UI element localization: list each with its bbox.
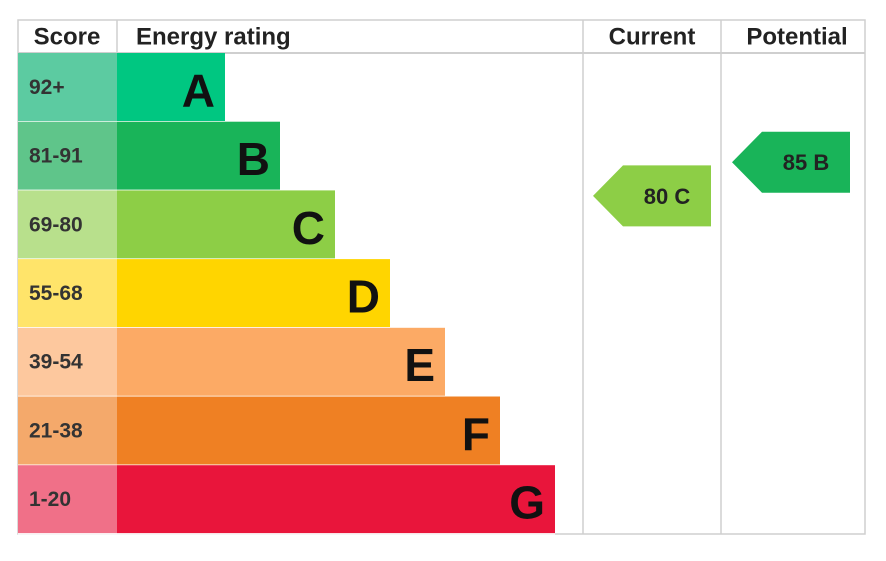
score-cell [18, 396, 117, 466]
score-cell [18, 327, 117, 397]
band-bar [117, 190, 335, 260]
score-label: 69-80 [29, 213, 83, 236]
header: Potential [746, 24, 847, 51]
band-letter: A [182, 64, 215, 116]
band-letter: C [292, 202, 325, 254]
potential-arrow: 85 B [732, 131, 850, 193]
band-bar [117, 396, 500, 466]
band-bar [117, 327, 445, 397]
band-bar [117, 259, 390, 328]
band-letter: E [404, 339, 435, 391]
rating-label: 85 B [783, 150, 830, 175]
score-cell [18, 465, 117, 534]
band-bar [117, 121, 280, 191]
header: Score [34, 24, 101, 51]
score-label: 1-20 [29, 488, 71, 511]
score-label: 55-68 [29, 282, 83, 305]
score-label: 81-91 [29, 145, 83, 168]
band-letter: G [509, 477, 545, 529]
band-bar [117, 53, 225, 122]
rating-value: 80 [644, 183, 668, 208]
score-cell [18, 190, 117, 260]
score-label: 39-54 [29, 351, 83, 374]
score-cell [18, 121, 117, 191]
current-arrow: 80 C [593, 165, 711, 227]
rating-value: 85 [783, 150, 807, 175]
header: Current [609, 24, 696, 51]
band-letter: F [462, 408, 490, 460]
score-cell [18, 259, 117, 328]
rating-letter: B [813, 150, 829, 175]
band-letter: B [237, 133, 270, 185]
band-letter: D [347, 270, 380, 322]
rating-label: 80 C [644, 183, 691, 208]
rating-arrow [732, 131, 850, 193]
score-label: 92+ [29, 76, 65, 99]
header: Energy rating [136, 24, 291, 51]
score-label: 21-38 [29, 419, 83, 442]
score-cell [18, 53, 117, 122]
rating-letter: C [674, 183, 690, 208]
rating-arrow [593, 165, 711, 227]
band-bar [117, 465, 555, 534]
